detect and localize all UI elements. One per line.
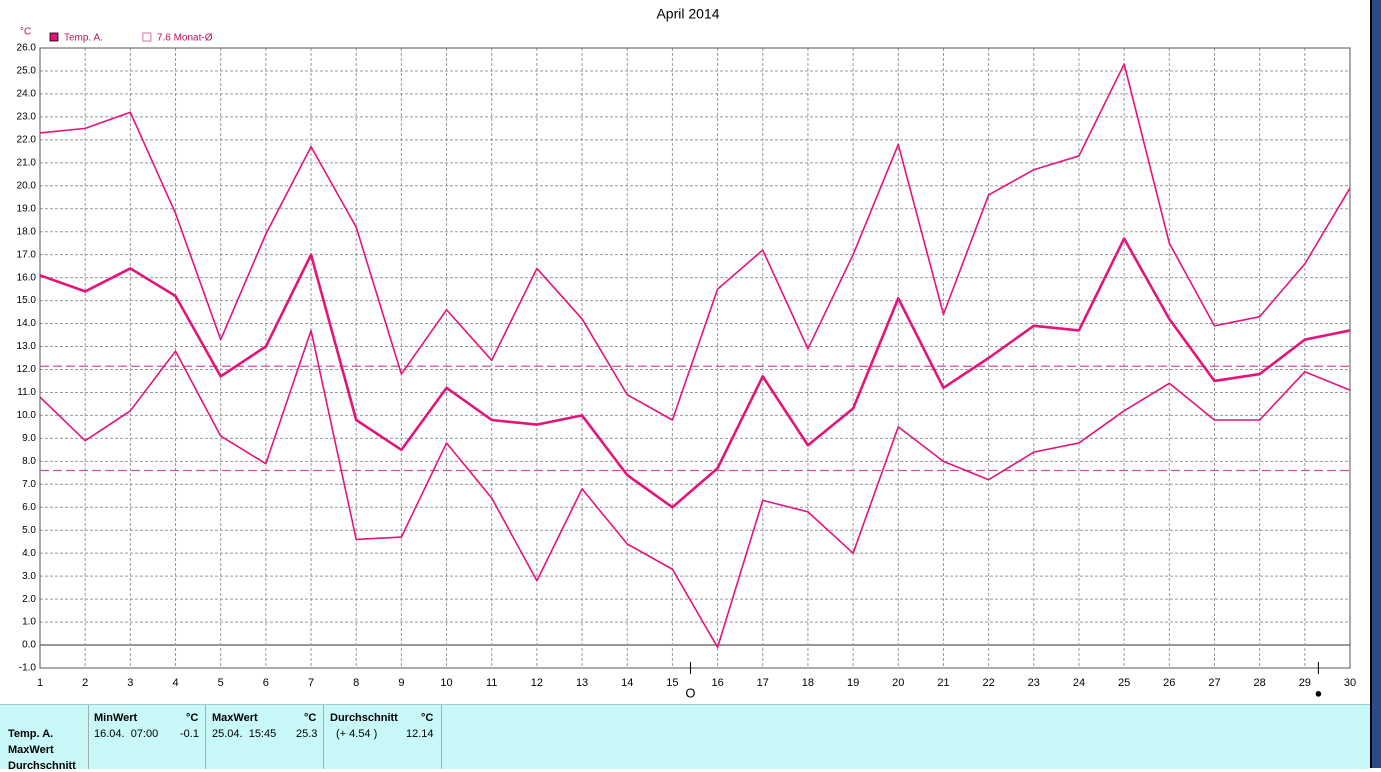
x-tick-label: 17: [757, 677, 769, 689]
y-tick-label: 8.0: [22, 456, 36, 467]
y-tick-label: 11.0: [17, 387, 36, 398]
x-tick-label: 6: [263, 677, 269, 689]
moon-symbol: O: [685, 685, 695, 700]
x-tick-label: 27: [1208, 677, 1220, 689]
column-title: MinWert: [94, 712, 138, 724]
y-tick-label: 4.0: [22, 548, 36, 559]
x-tick-label: 2: [82, 677, 88, 689]
x-tick-label: 10: [440, 677, 452, 689]
y-tick-label: 3.0: [22, 571, 36, 582]
y-unit: °C: [20, 27, 31, 38]
row-label: Durchschnitt: [8, 760, 76, 772]
y-tick-label: 21.0: [17, 157, 37, 168]
y-tick-label: 19.0: [17, 203, 37, 214]
y-tick-label: 26.0: [17, 43, 37, 54]
x-tick-label: 18: [802, 677, 814, 689]
x-tick-label: 23: [1028, 677, 1040, 689]
x-tick-label: 25: [1118, 677, 1130, 689]
cell: 16.04. 07:00: [94, 728, 159, 740]
y-tick-label: 2.0: [22, 594, 36, 605]
cell: -0.1: [180, 728, 199, 740]
row-label: Temp. A.: [8, 728, 54, 740]
separator: [205, 705, 206, 769]
plot-frame: [39, 47, 1351, 669]
x-tick-label: 11: [486, 677, 497, 689]
cell: 25.3: [296, 728, 318, 740]
cell: 12.14: [406, 728, 434, 740]
x-tick-label: 7: [308, 677, 314, 689]
series-line: [39, 329, 1351, 649]
y-tick-label: 1.0: [22, 617, 36, 628]
y-tick-label: 6.0: [22, 502, 36, 513]
y-tick-label: 18.0: [17, 226, 37, 237]
x-tick-label: 1: [37, 677, 43, 689]
stats-panel: Temp. A. MaxWert Durchschnitt MinWert °C…: [0, 704, 1370, 772]
y-tick-label: 13.0: [17, 341, 37, 352]
separator: [88, 705, 89, 769]
x-tick-label: 9: [398, 677, 404, 689]
y-tick-label: 22.0: [17, 134, 37, 145]
y-tick-label: 14.0: [17, 318, 37, 329]
x-tick-label: 19: [847, 677, 859, 689]
series-line: [39, 237, 1351, 509]
window-edge: [1370, 0, 1381, 768]
x-tick-label: 12: [531, 677, 543, 689]
y-tick-label: -1.0: [19, 663, 37, 674]
x-tick-label: 3: [127, 677, 133, 689]
x-tick-label: 4: [172, 677, 178, 689]
x-tick-label: 24: [1073, 677, 1085, 689]
series-line: [39, 63, 1351, 421]
y-tick-label: 15.0: [17, 295, 37, 306]
legend-swatch: [142, 32, 152, 42]
x-tick-label: 20: [892, 677, 904, 689]
y-tick-label: 20.0: [17, 180, 37, 191]
cell: (+ 4.54 ): [336, 728, 378, 740]
x-tick-label: 28: [1254, 677, 1266, 689]
y-tick-label: 12.0: [17, 364, 37, 375]
separator: [323, 705, 324, 769]
x-tick-label: 21: [937, 677, 949, 689]
column-title: MaxWert: [212, 712, 258, 724]
y-tick-label: 16.0: [17, 272, 37, 283]
y-tick-label: 17.0: [17, 249, 37, 260]
y-tick-label: 23.0: [17, 112, 37, 123]
x-tick-label: 14: [621, 677, 633, 689]
legend-label: Temp. A.: [64, 33, 103, 44]
x-tick-label: 5: [218, 677, 224, 689]
y-tick-label: 10.0: [17, 410, 37, 421]
moon-symbol: ●: [1314, 685, 1322, 700]
x-tick-label: 29: [1299, 677, 1311, 689]
x-tick-label: 26: [1163, 677, 1175, 689]
x-tick-label: 13: [576, 677, 588, 689]
chart: April 2014 °C -1.0 0.0 1.0 2.0 3.0 4.0 5.0 6.0 7…: [17, 6, 1357, 701]
column-unit: °C: [304, 712, 317, 724]
y-tick-label: 24.0: [17, 89, 37, 100]
row-label: MaxWert: [8, 744, 54, 756]
x-tick-label: 30: [1344, 677, 1356, 689]
x-tick-label: 8: [353, 677, 359, 689]
y-tick-label: 9.0: [22, 433, 36, 444]
cell: 25.04. 15:45: [212, 728, 277, 740]
chart-title: April 2014: [656, 6, 719, 22]
y-tick-label: 5.0: [22, 525, 36, 536]
legend-swatch: [49, 32, 59, 42]
y-tick-label: 25.0: [17, 66, 37, 77]
x-tick-label: 22: [982, 677, 994, 689]
column-title: Durchschnitt: [330, 712, 398, 724]
y-tick-label: 0.0: [22, 640, 36, 651]
column-unit: °C: [421, 712, 434, 724]
x-tick-label: 15: [666, 677, 678, 689]
y-tick-label: 7.0: [22, 479, 36, 490]
column-unit: °C: [186, 712, 199, 724]
legend-label: 7.6 Monat-Ø: [157, 33, 213, 44]
x-tick-label: 16: [711, 677, 723, 689]
separator: [441, 705, 442, 769]
